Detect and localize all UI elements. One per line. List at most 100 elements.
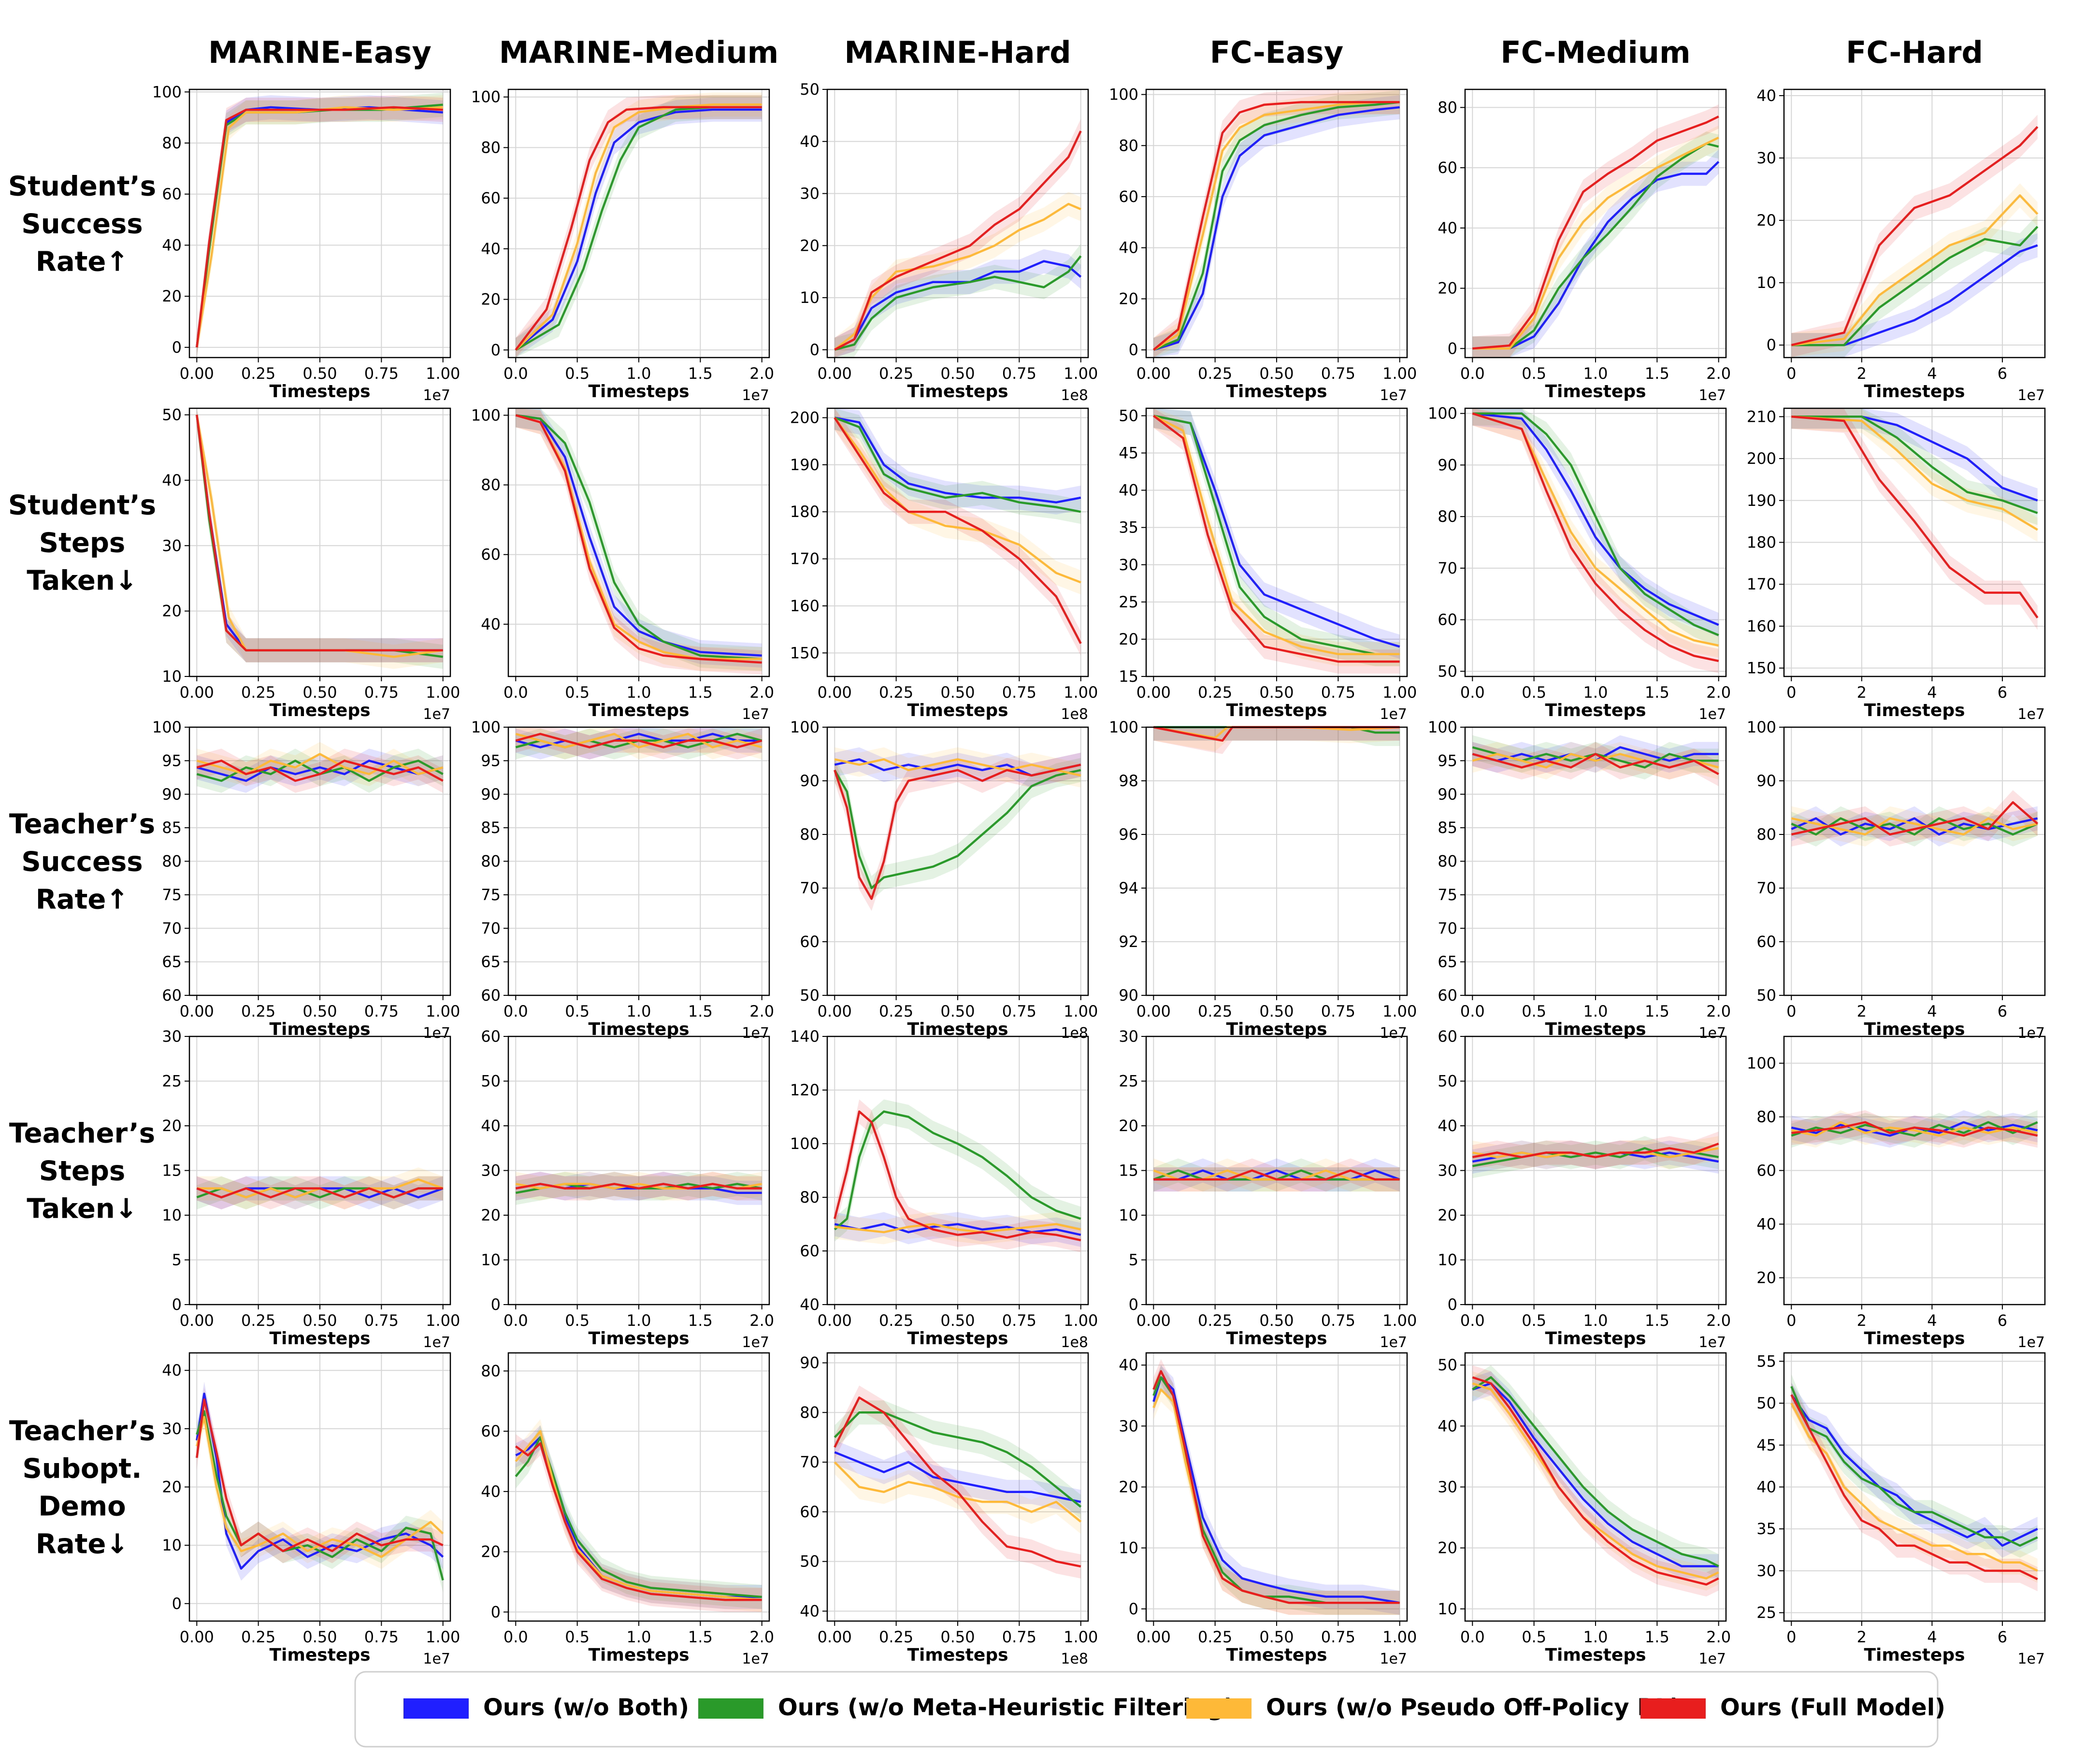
x-axis-label: Timesteps: [907, 701, 1008, 720]
y-tick-label: 210: [1747, 407, 1776, 426]
x-tick-label: 0: [1786, 364, 1796, 383]
band-orange: [516, 1172, 762, 1201]
x-tick-label: 1.0: [627, 364, 651, 383]
series-line-orange: [1791, 817, 2038, 836]
x-axis-label: Timesteps: [269, 382, 370, 402]
x-tick-label: 0.50: [1259, 683, 1294, 702]
x-axis-label: Timesteps: [1864, 1329, 1965, 1349]
y-tick-label: 60: [1756, 1162, 1776, 1180]
series-line-red: [1472, 1376, 1719, 1586]
legend-swatch: [1640, 1698, 1706, 1719]
x-tick-label: 0.25: [241, 1002, 275, 1020]
series-line-blue: [515, 108, 762, 351]
y-tick-label: 85: [1438, 819, 1457, 837]
y-tick-label: 60: [1438, 611, 1457, 629]
y-tick-label: 40: [800, 132, 820, 151]
legend-box: [354, 1671, 1939, 1748]
y-tick-label: 100: [790, 718, 820, 736]
x-tick-label: 0.00: [818, 1002, 852, 1020]
column-title-4: FC-Medium: [1500, 35, 1690, 70]
x-tick-label: 1.00: [1064, 1628, 1098, 1646]
series-line-blue: [1472, 161, 1720, 350]
x-axis-exponent: 1e8: [1061, 1334, 1088, 1351]
y-tick-label: 30: [800, 185, 820, 203]
x-tick-label: 2: [1857, 364, 1867, 383]
x-axis-label: Timesteps: [1545, 1329, 1646, 1349]
row-title-line: Teacher’s: [9, 1118, 155, 1149]
y-tick-label: 35: [1756, 1520, 1776, 1538]
x-tick-label: 0.0: [503, 1628, 528, 1646]
axes-frame: [1783, 726, 2046, 996]
x-tick-label: 1.5: [1645, 1628, 1669, 1646]
x-tick-label: 2.0: [1706, 1311, 1731, 1330]
y-tick-label: 0: [1129, 341, 1138, 359]
x-tick-label: 0.50: [302, 683, 337, 702]
y-tick-label: 0: [1767, 336, 1776, 354]
y-tick-label: 80: [800, 1188, 820, 1206]
y-tick-label: 190: [790, 456, 820, 474]
y-tick-label: 80: [800, 1403, 820, 1422]
y-tick-label: 40: [1438, 1417, 1457, 1435]
band-blue: [1153, 1158, 1400, 1192]
x-axis-label: Timesteps: [588, 1329, 689, 1349]
series-line-orange: [834, 417, 1081, 584]
series-line-green: [1790, 1386, 2038, 1547]
x-tick-label: 0.75: [364, 683, 399, 702]
band-green: [197, 748, 443, 793]
band-orange: [197, 1405, 443, 1569]
series-line-orange: [834, 1461, 1082, 1523]
y-tick-label: 95: [1438, 751, 1457, 770]
panel-r0-c3: 0 20 40 60 80 100 0.00 0.25 0.50 0.75 1.00 Timestep…: [1109, 86, 1417, 404]
x-tick-label: 6: [1998, 1628, 2007, 1646]
series-line-orange: [1791, 416, 2038, 531]
x-axis-exponent: 1e7: [423, 1334, 450, 1351]
series-line-blue: [1472, 1382, 1719, 1567]
y-tick-label: 40: [1756, 1478, 1776, 1496]
y-tick-label: 40: [1756, 1215, 1776, 1234]
x-tick-label: 1.5: [688, 683, 713, 702]
y-tick-label: 30: [162, 1420, 182, 1438]
series-line-green: [1791, 1121, 2038, 1137]
y-tick-label: 80: [1756, 825, 1776, 844]
y-tick-label: 180: [1747, 533, 1776, 552]
band-blue: [516, 727, 762, 760]
series-line-red: [515, 414, 762, 664]
row-title-line: Steps: [39, 528, 126, 559]
panel-r3-c2: 40 60 80 100 120 140 0.00 0.25 0.50 0.75 1.00 Times…: [790, 1027, 1098, 1351]
series-line-red: [196, 1398, 444, 1552]
x-tick-label: 1.00: [426, 1311, 460, 1330]
legend-item-1: Ours (w/o Meta-Heuristic Filtering): [698, 1694, 1235, 1721]
y-tick-label: 80: [162, 852, 182, 871]
x-tick-label: 1.00: [1382, 1002, 1417, 1020]
series-line-blue: [515, 732, 762, 748]
series-line-red: [834, 763, 1081, 900]
y-tick-label: 10: [162, 1206, 182, 1224]
x-tick-label: 0.5: [1522, 683, 1546, 702]
legend-label: Ours (w/o Both): [483, 1694, 689, 1721]
x-tick-label: 0: [1786, 1311, 1796, 1330]
x-tick-label: 1.0: [627, 1311, 651, 1330]
x-axis-exponent: 1e8: [1061, 1025, 1088, 1042]
band-red: [834, 119, 1081, 358]
y-tick-label: 50: [162, 406, 182, 424]
band-blue: [516, 97, 762, 358]
y-tick-label: 60: [1438, 986, 1457, 1005]
x-tick-label: 1.0: [1583, 683, 1608, 702]
band-blue: [1153, 1365, 1400, 1615]
series-line-blue: [1472, 412, 1719, 626]
y-tick-label: 20: [1438, 1539, 1457, 1557]
x-axis-label: Timesteps: [588, 382, 689, 402]
y-tick-label: 50: [1756, 1394, 1776, 1412]
y-tick-label: 65: [1438, 953, 1457, 971]
x-tick-label: 0.00: [1136, 1002, 1171, 1020]
y-tick-label: 45: [1756, 1436, 1776, 1454]
y-tick-label: 15: [162, 1162, 182, 1180]
column-title-2: MARINE-Hard: [844, 35, 1071, 70]
band-blue: [834, 249, 1081, 358]
band-orange: [1153, 727, 1400, 751]
x-tick-label: 1.00: [1064, 1002, 1098, 1020]
y-tick-label: 65: [162, 953, 182, 971]
band-blue: [1791, 806, 2038, 847]
y-tick-label: 30: [1119, 556, 1138, 574]
y-tick-label: 60: [1119, 187, 1138, 206]
